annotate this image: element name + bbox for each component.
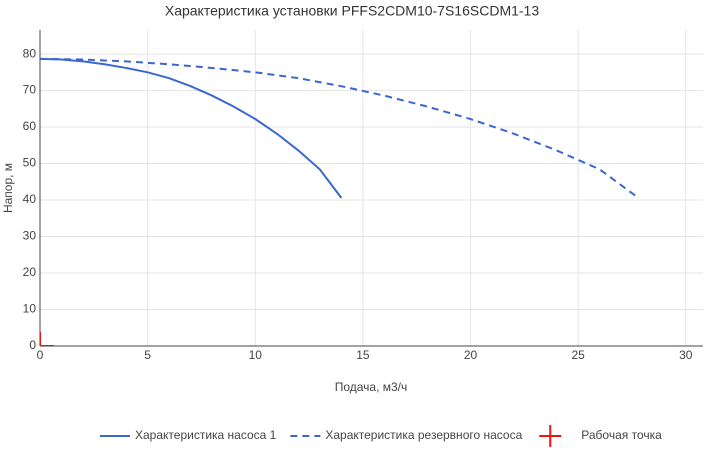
y-tick-label: 60: [23, 119, 37, 133]
series-line: [40, 57, 640, 199]
x-tick-label: 30: [679, 348, 693, 362]
plot-area: [40, 57, 640, 346]
legend-symbol: [539, 425, 562, 447]
y-tick-label: 10: [23, 302, 37, 316]
y-tick-label: 20: [23, 265, 37, 279]
x-tick-label: 0: [37, 348, 44, 362]
series-line: [40, 57, 343, 199]
legend: Характеристика насоса 1 Характеристика ре…: [100, 425, 662, 447]
x-tick-label: 10: [249, 348, 263, 362]
x-tick-label: 25: [571, 348, 585, 362]
x-tick-label: 5: [144, 348, 151, 362]
legend-label: Рабочая точка: [581, 428, 662, 442]
y-tick-label: 50: [23, 156, 37, 170]
y-tick-label: 70: [23, 83, 37, 97]
y-tick-label: 80: [23, 46, 37, 60]
chart-title: Характеристика установки PFFS2CDM10-7S16…: [165, 3, 539, 19]
legend-label: Характеристика резервного насоса: [325, 428, 522, 442]
x-tick-label: 15: [356, 348, 370, 362]
x-tick-label: 20: [464, 348, 478, 362]
x-axis-label: Подача, м3/ч: [335, 380, 408, 394]
legend-label: Характеристика насоса 1: [135, 428, 277, 442]
y-tick-label: 0: [29, 338, 36, 352]
y-tick-label: 30: [23, 229, 37, 243]
y-tick-label: 40: [23, 192, 37, 206]
y-axis-label: Напор, м: [1, 163, 15, 213]
